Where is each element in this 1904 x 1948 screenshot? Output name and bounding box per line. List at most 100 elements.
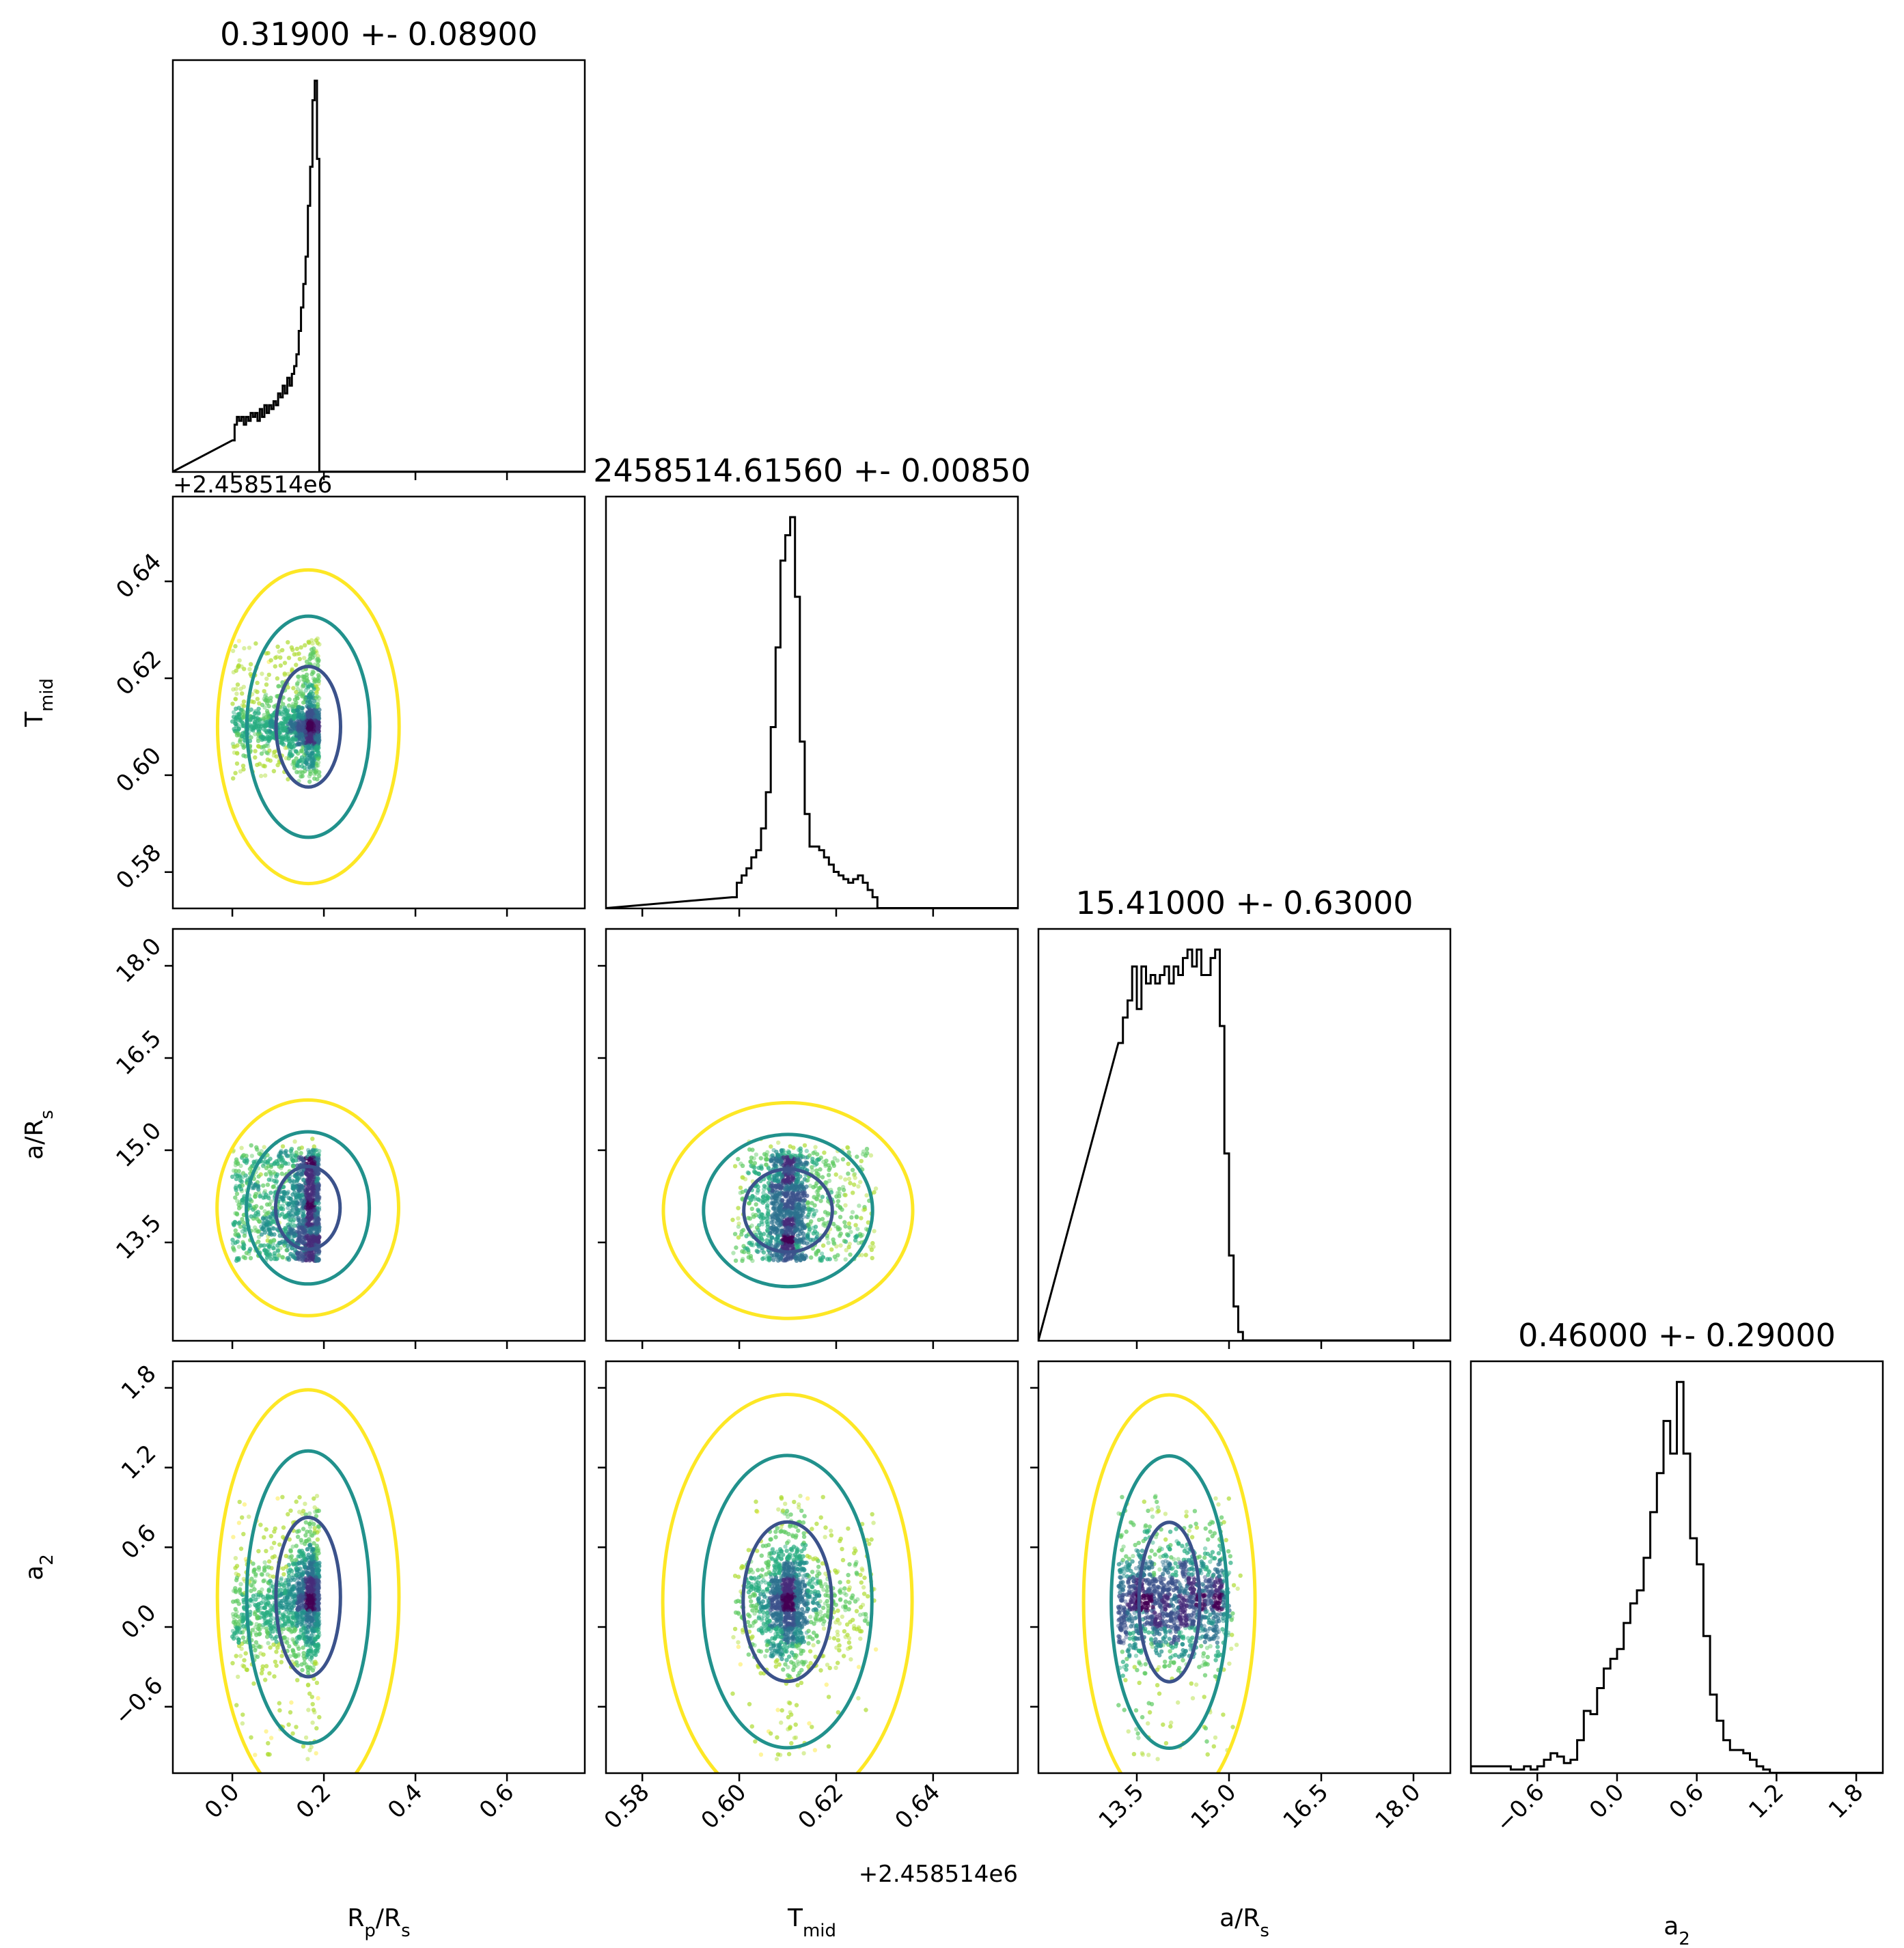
data-point <box>307 640 311 644</box>
data-point <box>252 1205 256 1209</box>
data-point <box>307 1193 312 1197</box>
data-point <box>315 1220 319 1224</box>
data-point <box>312 1148 316 1152</box>
hist-panel-tmid: 2458514.61560 +- 0.00850 <box>593 452 1030 917</box>
data-point <box>267 1232 271 1236</box>
data-point <box>308 769 312 773</box>
data-point <box>241 753 245 757</box>
data-point <box>294 1175 299 1180</box>
y-tick-label: 16.5 <box>111 1025 167 1081</box>
data-point <box>243 1234 247 1238</box>
data-point <box>267 1178 271 1182</box>
data-point <box>250 1154 254 1158</box>
data-point <box>295 1212 299 1216</box>
data-point <box>260 671 264 676</box>
data-point <box>292 1218 296 1222</box>
data-point <box>296 729 301 733</box>
data-point <box>235 762 239 766</box>
data-point <box>269 1257 273 1261</box>
data-point <box>315 1232 319 1236</box>
data-point <box>254 1145 258 1150</box>
data-point <box>234 1212 238 1216</box>
data-point <box>242 685 246 689</box>
data-point <box>316 660 320 664</box>
data-point <box>288 1197 292 1201</box>
data-point <box>248 1203 252 1207</box>
data-point <box>290 737 294 741</box>
data-point <box>312 686 316 691</box>
data-point <box>294 663 298 667</box>
data-point <box>869 1153 873 1157</box>
data-point <box>826 1240 830 1244</box>
data-point <box>308 753 312 757</box>
data-point <box>282 1190 286 1194</box>
data-point <box>307 765 312 769</box>
scatter-panel-tmid-vs-rp: 0.580.600.620.64 <box>111 497 585 917</box>
data-point <box>242 704 246 708</box>
data-point <box>284 734 288 738</box>
data-point <box>273 656 277 660</box>
data-point <box>299 775 303 779</box>
data-point <box>312 670 316 674</box>
data-point <box>234 692 238 696</box>
data-point <box>284 1214 288 1218</box>
data-point <box>266 737 271 741</box>
data-point <box>267 1223 271 1227</box>
data-point <box>308 1230 312 1234</box>
data-point <box>249 1199 253 1203</box>
data-point <box>776 1141 780 1145</box>
data-point <box>263 764 267 768</box>
data-point <box>314 1178 318 1182</box>
data-point <box>266 1182 270 1186</box>
data-point <box>258 1194 262 1198</box>
data-point <box>257 745 261 749</box>
data-point <box>851 1210 855 1214</box>
data-point <box>287 656 291 660</box>
data-point <box>237 1244 241 1249</box>
data-point <box>316 673 320 677</box>
data-point <box>291 686 295 690</box>
data-point <box>235 743 239 747</box>
data-point <box>314 1225 318 1229</box>
data-point <box>293 1153 297 1157</box>
data-point <box>233 771 237 775</box>
data-point <box>306 714 310 719</box>
data-point <box>268 729 272 734</box>
data-point <box>242 745 246 749</box>
data-point <box>256 1210 260 1214</box>
data-point <box>258 718 262 722</box>
data-point <box>238 658 242 663</box>
data-point <box>267 704 271 708</box>
data-point <box>245 1251 249 1255</box>
data-point <box>249 708 253 712</box>
data-point <box>242 646 246 650</box>
data-point <box>240 1154 245 1158</box>
data-point <box>305 660 309 664</box>
data-point <box>297 734 301 738</box>
data-point <box>264 1172 268 1176</box>
data-point <box>253 716 258 721</box>
data-point <box>296 675 300 679</box>
data-point <box>294 770 299 774</box>
y-tick-label: 13.5 <box>111 1209 167 1265</box>
data-point <box>241 710 245 714</box>
data-point <box>236 682 240 686</box>
scatter-panel-ars-vs-rp: 13.515.016.518.0 <box>111 929 585 1349</box>
data-point <box>283 1150 287 1154</box>
data-point <box>258 762 262 766</box>
data-point <box>277 730 281 734</box>
data-point <box>292 1139 296 1143</box>
data-point <box>234 669 238 673</box>
hist-panel-rp: 0.31900 +- 0.08900 <box>173 16 585 480</box>
data-point <box>287 697 291 701</box>
data-point <box>312 680 316 684</box>
data-point <box>231 649 235 653</box>
data-point <box>233 1195 237 1199</box>
data-point <box>268 1191 273 1195</box>
data-point <box>311 1254 315 1258</box>
data-point <box>272 769 276 773</box>
data-point <box>236 727 240 731</box>
y-tick-label: 18.0 <box>111 932 167 988</box>
data-point <box>301 1254 305 1258</box>
data-point <box>293 712 297 716</box>
